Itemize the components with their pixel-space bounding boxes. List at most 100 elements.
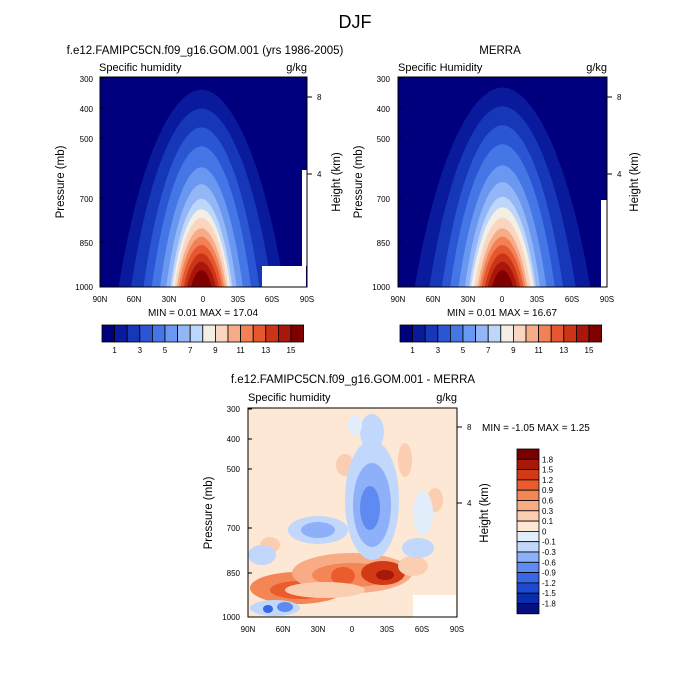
- contour-region: [398, 443, 412, 477]
- colorbar-label: -0.3: [542, 548, 556, 557]
- stats-label: MIN = -1.05 MAX = 1.25: [482, 423, 590, 434]
- plot-area: [247, 407, 458, 618]
- y-tick-label: 1000: [222, 613, 240, 622]
- y2-tick-label: 8: [467, 423, 472, 432]
- units-label: g/kg: [436, 392, 457, 404]
- plot-area: [99, 76, 308, 288]
- y-tick-label: 700: [377, 195, 391, 204]
- y2-tick-label: 8: [617, 93, 622, 102]
- y2-axis-title: Height (km): [629, 152, 641, 212]
- colorbar-swatch: [516, 582, 540, 594]
- colorbar-label: 7: [486, 346, 491, 355]
- contour-region: [277, 602, 293, 612]
- panel-title: f.e12.FAMIPC5CN.f09_g16.GOM.001 - MERRA: [231, 374, 475, 386]
- contour-fills: [414, 87, 591, 288]
- missing-data-strip: [601, 200, 607, 287]
- contour-fills: [248, 414, 443, 616]
- colorbar-swatch: [290, 324, 305, 343]
- variable-label: Specific Humidity: [398, 62, 483, 74]
- colorbar-swatch: [214, 324, 229, 343]
- colorbar-label: 1.2: [542, 476, 554, 485]
- contour-region: [285, 582, 365, 598]
- x-tick-label: 30N: [162, 295, 177, 304]
- colorbar-label: -0.1: [542, 538, 556, 547]
- x-tick-label: 30N: [461, 295, 476, 304]
- colorbar-swatch: [101, 324, 116, 343]
- contour-region: [398, 556, 428, 576]
- colorbar: 1 3 5 7 9 11 13 15: [101, 324, 305, 355]
- colorbar-swatch: [550, 324, 565, 343]
- y-axis: 300 400 500 700 850 1000: [75, 75, 104, 292]
- y2-tick-label: 8: [317, 93, 322, 102]
- colorbar-label: 1: [112, 346, 117, 355]
- x-tick-label: 0: [500, 295, 505, 304]
- x-tick-label: 90N: [93, 295, 108, 304]
- colorbar-label: 0.6: [542, 497, 554, 506]
- missing-data-strip: [302, 170, 307, 266]
- x-tick-label: 90S: [600, 295, 614, 304]
- contour-region: [360, 486, 380, 530]
- x-tick-label: 0: [201, 295, 206, 304]
- units-label: g/kg: [586, 62, 607, 74]
- colorbar-swatch: [177, 324, 191, 343]
- colorbar-swatch: [202, 324, 216, 343]
- colorbar-swatch: [277, 324, 292, 343]
- y-axis-title: Pressure (mb): [353, 145, 365, 218]
- y2-tick-label: 4: [317, 170, 322, 179]
- contour-region: [263, 605, 273, 613]
- y-tick-label: 500: [80, 135, 94, 144]
- colorbar-swatch: [513, 324, 527, 343]
- contour-region: [331, 567, 355, 585]
- variable-label: Specific humidity: [99, 62, 182, 74]
- colorbar-swatch: [516, 531, 540, 543]
- y-tick-label: 1000: [75, 283, 93, 292]
- contour-region: [348, 415, 362, 435]
- colorbar-swatch: [114, 324, 128, 343]
- panel-merra: MERRA Specific Humidity g/kg 300 400 500…: [353, 45, 641, 355]
- x-tick-label: 90S: [450, 625, 464, 634]
- y-tick-label: 1000: [372, 283, 390, 292]
- x-axis: 90N 60N 30N 0 30S 60S 90S: [241, 625, 464, 634]
- x-tick-label: 0: [350, 625, 355, 634]
- contour-fills: [118, 89, 285, 288]
- colorbar-label: -0.9: [542, 569, 556, 578]
- x-tick-label: 60N: [127, 295, 142, 304]
- colorbar-swatch: [412, 324, 426, 343]
- colorbar-label: 1.5: [542, 466, 554, 475]
- contour-level: [191, 270, 212, 287]
- stats-label: MIN = 0.01 MAX = 16.67: [447, 308, 557, 319]
- y-tick-label: 700: [80, 195, 94, 204]
- contour-region: [376, 570, 394, 580]
- y-tick-label: 400: [377, 105, 391, 114]
- y-tick-label: 300: [377, 75, 391, 84]
- y-tick-label: 500: [227, 465, 241, 474]
- colorbar-swatch: [538, 324, 552, 343]
- colorbar-swatch: [516, 500, 540, 512]
- colorbar-swatch: [227, 324, 242, 343]
- y2-axis: 8 4: [307, 93, 322, 179]
- colorbar-label: 13: [261, 346, 270, 355]
- y2-tick-label: 4: [617, 170, 622, 179]
- colorbar-swatch: [516, 603, 540, 615]
- colorbar-label: -1.5: [542, 589, 556, 598]
- plot-area: [397, 76, 608, 288]
- y2-axis-title: Height (km): [331, 152, 343, 212]
- colorbar-swatch: [516, 489, 540, 501]
- colorbar-swatch: [139, 324, 153, 343]
- x-tick-label: 60N: [276, 625, 291, 634]
- colorbar-swatch: [164, 324, 179, 343]
- colorbar-label: 5: [163, 346, 168, 355]
- colorbar-label: 15: [585, 346, 594, 355]
- colorbar-label: 0.1: [542, 517, 554, 526]
- y-axis: 300 400 500 700 850 1000: [372, 75, 402, 292]
- colorbar-swatch: [516, 520, 540, 532]
- panel-difference: f.e12.FAMIPC5CN.f09_g16.GOM.001 - MERRA …: [203, 374, 590, 634]
- x-axis: 90N 60N 30N 0 30S 60S 90S: [391, 295, 614, 304]
- colorbar-swatch: [516, 592, 540, 604]
- y-tick-label: 300: [227, 405, 241, 414]
- colorbar-swatch: [516, 448, 540, 460]
- colorbar-swatch: [424, 324, 439, 343]
- y2-axis: 8 4: [607, 93, 622, 179]
- colorbar-label: 13: [559, 346, 568, 355]
- x-tick-label: 30S: [380, 625, 394, 634]
